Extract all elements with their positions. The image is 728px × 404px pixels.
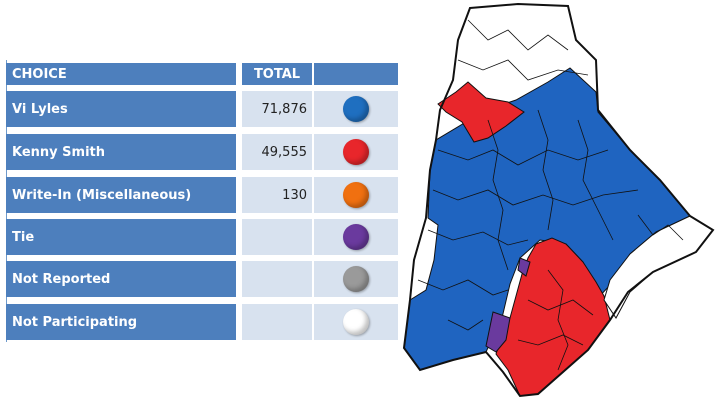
header-color [314,63,398,85]
precinct-lines [417,19,684,371]
color-cell [314,219,398,255]
total-value [242,261,312,297]
table-row: Vi Lyles 71,876 [6,91,398,127]
table-header-row: CHOICE TOTAL [6,63,398,85]
precinct-map [402,2,715,398]
table-row: Kenny Smith 49,555 [6,134,398,170]
header-total: TOTAL [242,63,312,85]
choice-label: Kenny Smith [6,134,236,170]
color-cell [314,304,398,340]
region-red-north [437,81,525,143]
color-swatch [343,139,369,165]
choice-label: Not Reported [6,261,236,297]
choice-label: Write-In (Miscellaneous) [6,177,236,213]
total-value [242,219,312,255]
color-swatch [343,224,369,250]
total-value: 49,555 [242,134,312,170]
table-row: Not Reported [6,261,398,297]
color-cell [314,134,398,170]
region-purple-1 [485,311,511,353]
color-cell [314,177,398,213]
choice-label: Tie [6,219,236,255]
table-row: Write-In (Miscellaneous) 130 [6,177,398,213]
choice-label: Not Participating [6,304,236,340]
color-swatch [343,309,369,335]
total-value: 130 [242,177,312,213]
color-swatch [343,266,369,292]
color-cell [314,91,398,127]
choice-label: Vi Lyles [6,91,236,127]
region-purple-2 [517,257,531,277]
color-swatch [343,182,369,208]
total-value [242,304,312,340]
color-swatch [343,96,369,122]
region-blue [403,67,691,371]
total-value: 71,876 [242,91,312,127]
header-choice: CHOICE [6,63,236,85]
table-row: Not Participating [6,304,398,340]
color-cell [314,261,398,297]
table-row: Tie [6,219,398,255]
county-border [402,2,715,398]
